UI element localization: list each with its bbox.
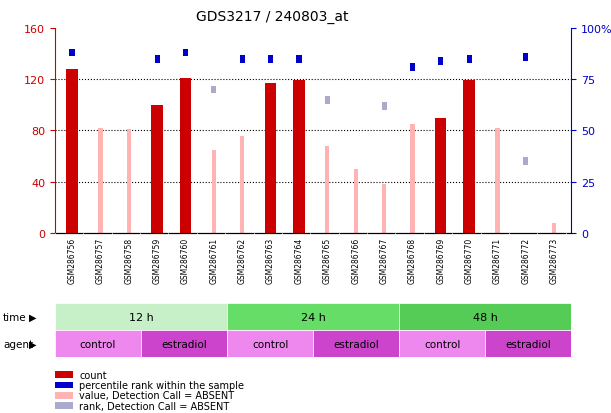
Bar [155,56,159,64]
Text: ▶: ▶ [29,339,37,349]
Bar [313,330,399,357]
Text: GSM286771: GSM286771 [493,237,502,283]
Bar [126,130,131,233]
Bar [293,81,305,233]
Text: control: control [424,339,461,349]
Text: GDS3217 / 240803_at: GDS3217 / 240803_at [196,10,348,24]
Bar [552,223,557,233]
Text: agent: agent [3,339,33,349]
Bar [438,58,444,65]
Text: 48 h: 48 h [473,312,498,322]
Bar [70,50,75,57]
Bar [382,185,386,233]
Text: GSM286758: GSM286758 [124,237,133,283]
Bar [211,86,216,94]
Bar [524,158,529,166]
Bar [98,128,103,233]
Bar [265,84,276,233]
Bar [55,372,73,378]
Bar [467,56,472,64]
Text: GSM286763: GSM286763 [266,237,275,283]
Bar [55,304,227,330]
Text: 12 h: 12 h [129,312,153,322]
Text: GSM286764: GSM286764 [295,237,304,283]
Text: estradiol: estradiol [505,339,551,349]
Text: GSM286768: GSM286768 [408,237,417,283]
Text: rank, Detection Call = ABSENT: rank, Detection Call = ABSENT [79,401,229,411]
Bar [141,330,227,357]
Bar [496,128,500,233]
Text: time: time [3,312,27,322]
Text: GSM286766: GSM286766 [351,237,360,283]
Bar [183,50,188,57]
Text: count: count [79,370,107,380]
Text: GSM286759: GSM286759 [153,237,162,283]
Bar [180,79,191,233]
Bar [227,304,399,330]
Text: 24 h: 24 h [301,312,326,322]
Bar [227,330,313,357]
Text: estradiol: estradiol [333,339,379,349]
Text: GSM286756: GSM286756 [67,237,76,283]
Bar [296,56,301,64]
Text: GSM286772: GSM286772 [521,237,530,283]
Bar [212,150,216,233]
Text: ▶: ▶ [29,312,37,322]
Bar [485,330,571,357]
Bar [464,81,475,233]
Bar [152,106,163,233]
Bar [55,330,141,357]
Bar [381,103,387,110]
Bar [325,147,329,233]
Text: GSM286760: GSM286760 [181,237,190,283]
Bar [399,330,485,357]
Text: GSM286769: GSM286769 [436,237,445,283]
Text: GSM286765: GSM286765 [323,237,332,283]
Bar [354,169,358,233]
Bar [411,125,414,233]
Bar [55,382,73,388]
Text: estradiol: estradiol [161,339,207,349]
Bar [55,402,73,409]
Bar [67,70,78,233]
Bar [268,56,273,64]
Bar [240,136,244,233]
Text: GSM286770: GSM286770 [464,237,474,283]
Text: GSM286767: GSM286767 [379,237,389,283]
Text: control: control [80,339,116,349]
Bar [410,64,415,71]
Bar [240,56,245,64]
Text: GSM286761: GSM286761 [210,237,218,283]
Text: percentile rank within the sample: percentile rank within the sample [79,380,244,390]
Text: GSM286757: GSM286757 [96,237,105,283]
Bar [55,392,73,399]
Text: control: control [252,339,288,349]
Text: GSM286773: GSM286773 [550,237,559,283]
Bar [399,304,571,330]
Bar [325,97,330,104]
Text: GSM286762: GSM286762 [238,237,247,283]
Bar [524,54,529,62]
Text: value, Detection Call = ABSENT: value, Detection Call = ABSENT [79,390,234,401]
Bar [435,119,447,233]
